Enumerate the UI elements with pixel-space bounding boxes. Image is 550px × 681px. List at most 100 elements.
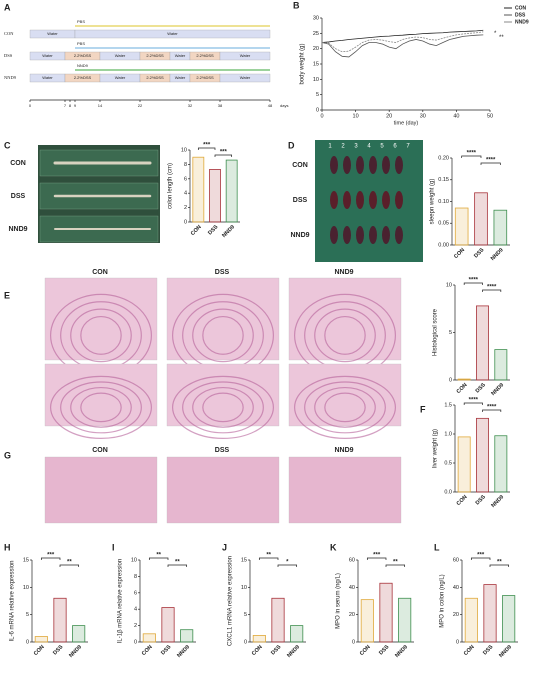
significance-label: **** [469,278,479,284]
y-tick-label: 10 [23,585,29,591]
y-axis-label: CXCL1 mRNA relative expression [228,556,234,646]
x-tick-label: CON [456,494,469,507]
bar [225,159,238,223]
spleen [330,156,338,174]
significance-bracket [385,564,406,567]
liver-image [44,456,158,524]
segment [219,51,271,61]
column-label: DSS [215,447,230,454]
y-tick-label: 10 [241,585,247,591]
y-tick-label: 0 [449,377,452,383]
bar [483,584,497,643]
y-tick-label: 10 [313,77,319,83]
spleen [343,226,351,244]
tissue [49,375,153,439]
ruler-label: 5 [380,144,384,150]
significance-label: *** [220,150,228,156]
x-tick-label: 20 [386,113,392,119]
bar [192,156,205,223]
y-tick-label: 5 [244,612,247,618]
tissue [202,392,244,423]
segment-label: 2.2%DSS [146,75,164,80]
x-tick-label: DSS [378,644,390,656]
x-tick-label: DSS [482,644,494,656]
treatment-label: NND9 [77,63,89,68]
row-label: NND9 [290,232,309,239]
y-tick-label: 25 [313,31,319,37]
y-tick-label: 0.0 [444,489,452,495]
y-tick-label: 0 [316,107,319,113]
histology-image [288,363,402,427]
y-axis-label: Histological score [433,308,439,356]
tissue [304,381,386,434]
day-label: 7 [64,103,67,108]
significance-bracket [258,557,279,560]
x-tick-label: NND9 [68,644,83,659]
spleen [395,226,403,244]
spleen [369,226,377,244]
segment-label: 2.2%DSS [74,75,92,80]
segment [74,29,271,39]
x-tick-label: NND9 [490,494,505,509]
column-label: NND9 [334,269,353,276]
y-tick-label: 0 [134,639,137,645]
panel-label: E [4,290,10,300]
row-label: NND9 [8,226,27,233]
y-tick-label: 1.0 [444,431,452,437]
spleen [356,226,364,244]
bar [271,597,285,643]
x-tick-label: DSS [52,644,64,656]
bar [180,629,194,643]
significance-bracket [470,557,491,560]
day-label: 8 [69,103,72,108]
day-label: 9 [74,103,77,108]
tissue [324,315,366,355]
y-axis-label: liver weight (g) [433,429,439,468]
treatment-label: PBS [77,19,85,24]
annotation: * [494,31,497,37]
column-label: CON [92,447,108,454]
day-label: 22 [138,103,143,108]
significance-label: ** [156,553,161,559]
x-tick-label: DSS [475,382,487,394]
ruler-label: 2 [341,144,345,150]
y-tick-label: 0.00 [438,242,449,248]
segment-label: Water [115,53,126,58]
y-axis-label: MPO in colon (ng/L) [440,574,446,627]
significance-label: ** [175,560,180,566]
significance-label: *** [203,143,211,149]
ruler-label: 3 [354,144,358,150]
unit-label: days [280,103,288,108]
x-tick-label: NND9 [286,644,301,659]
panel-label: G [4,450,11,460]
spleen [395,156,403,174]
y-tick-label: 0.20 [438,155,449,161]
significance-label: **** [467,151,477,157]
significance-bracket [482,409,502,412]
row-label: CON [292,162,308,169]
line-series [321,31,484,53]
x-tick-label: 0 [320,113,323,119]
bar [209,169,221,223]
x-tick-label: CON [190,224,203,237]
x-tick-label: 40 [453,113,459,119]
y-tick-label: 15 [313,61,319,67]
significance-label: **** [487,405,497,411]
column-label: CON [92,269,108,276]
significance-label: * [286,560,289,566]
panel-label: F [420,404,426,414]
y-tick-label: 0 [352,639,355,645]
panel-label: C [4,140,11,150]
bar [34,636,48,643]
segment-label: Water [42,53,53,58]
row-label: DSS [293,197,308,204]
segment-label: Water [167,31,178,36]
y-tick-label: 0.05 [438,221,449,227]
spleen [395,191,403,209]
ruler-label: 7 [406,144,410,150]
bar [252,635,266,643]
segment-label: Water [240,75,251,80]
liver-image [288,456,402,524]
y-tick-label: 8 [134,574,137,580]
x-tick-label: DSS [473,247,485,259]
